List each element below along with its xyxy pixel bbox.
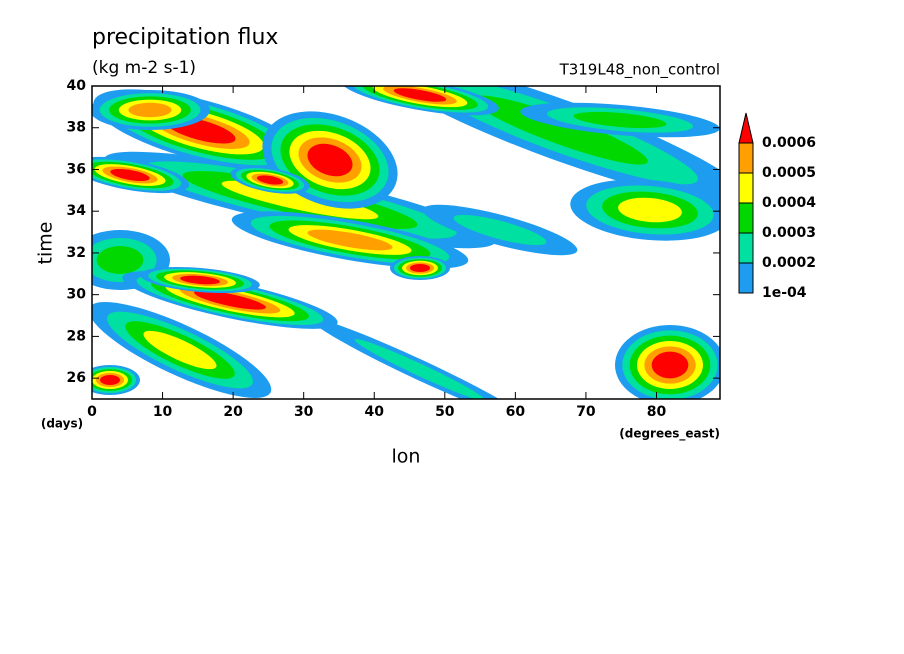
- y-tick-label: 38: [67, 120, 86, 136]
- colorbar-box: [738, 232, 754, 264]
- contour-band: [354, 339, 486, 399]
- x-axis-unit: (degrees_east): [619, 427, 720, 442]
- colorbar-arrow: [738, 112, 754, 144]
- colorbar-box: [738, 142, 754, 174]
- contour-band: [180, 275, 220, 285]
- colorbar-label: 0.0006: [762, 135, 816, 151]
- contour-band: [618, 197, 682, 223]
- x-tick-label: 80: [647, 404, 667, 420]
- x-tick-label: 40: [365, 404, 385, 420]
- colorbar-label: 0.0005: [762, 165, 816, 181]
- contour-band: [110, 168, 150, 182]
- contour-band: [307, 143, 353, 177]
- contour-band: [96, 246, 144, 274]
- contour-field: [92, 86, 720, 399]
- colorbar-box: [738, 172, 754, 204]
- y-axis-label: time: [35, 222, 57, 265]
- y-tick-label: 32: [67, 245, 86, 261]
- x-tick-label: 30: [294, 404, 314, 420]
- contour-band: [410, 264, 430, 272]
- colorbar-label: 0.0004: [762, 195, 816, 211]
- annotation: T319L48_non_control: [559, 61, 720, 80]
- chart-title: precipitation flux: [92, 25, 278, 50]
- colorbar-label: 0.0003: [762, 225, 816, 241]
- contour-band: [393, 88, 447, 102]
- y-tick-label: 30: [67, 287, 87, 303]
- y-axis-unit: (days): [41, 417, 83, 431]
- y-tick-label: 40: [67, 78, 87, 94]
- colorbar-box: [738, 202, 754, 234]
- contour-band: [472, 95, 648, 165]
- y-tick-label: 28: [67, 328, 86, 344]
- colorbar-label: 1e-04: [762, 285, 807, 301]
- x-tick-label: 70: [576, 404, 596, 420]
- x-tick-label: 50: [435, 404, 455, 420]
- y-tick-label: 34: [67, 203, 87, 219]
- contour-band: [194, 290, 266, 310]
- contour-band: [143, 330, 217, 370]
- contour-band: [256, 175, 284, 185]
- contour-band: [307, 229, 393, 251]
- colorbar-label: 0.0002: [762, 255, 816, 271]
- colorbar-box: [738, 262, 754, 294]
- x-axis-label: lon: [392, 446, 421, 468]
- contour-band: [128, 102, 172, 118]
- x-tick-label: 60: [506, 404, 526, 420]
- plot-frame: [91, 85, 721, 400]
- contour-band: [651, 351, 689, 379]
- contour-band: [453, 214, 547, 246]
- x-tick-label: 20: [223, 404, 243, 420]
- contour-band: [100, 375, 120, 385]
- y-tick-label: 36: [67, 161, 86, 177]
- x-tick-label: 0: [87, 404, 97, 420]
- contour-band: [573, 111, 667, 129]
- y-tick-label: 26: [67, 370, 86, 386]
- chart-subtitle: (kg m-2 s-1): [92, 58, 196, 78]
- x-tick-label: 10: [153, 404, 173, 420]
